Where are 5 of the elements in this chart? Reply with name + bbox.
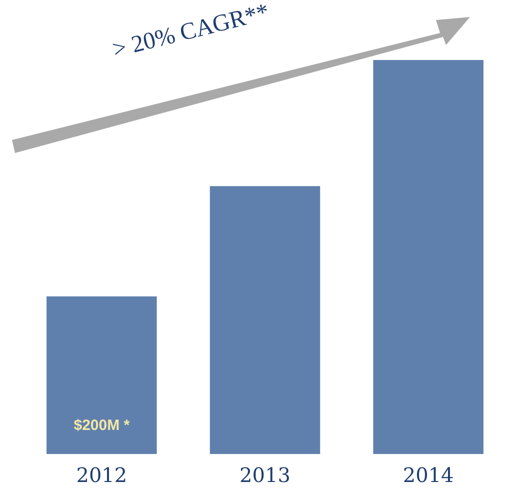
x-tick-label: 2013 xyxy=(240,463,290,488)
x-tick-label: 2012 xyxy=(76,463,128,488)
annotation: > 20% CAGR** xyxy=(110,0,272,64)
x-tick-label: 2014 xyxy=(402,463,454,488)
data-label: $200M * xyxy=(74,417,130,434)
